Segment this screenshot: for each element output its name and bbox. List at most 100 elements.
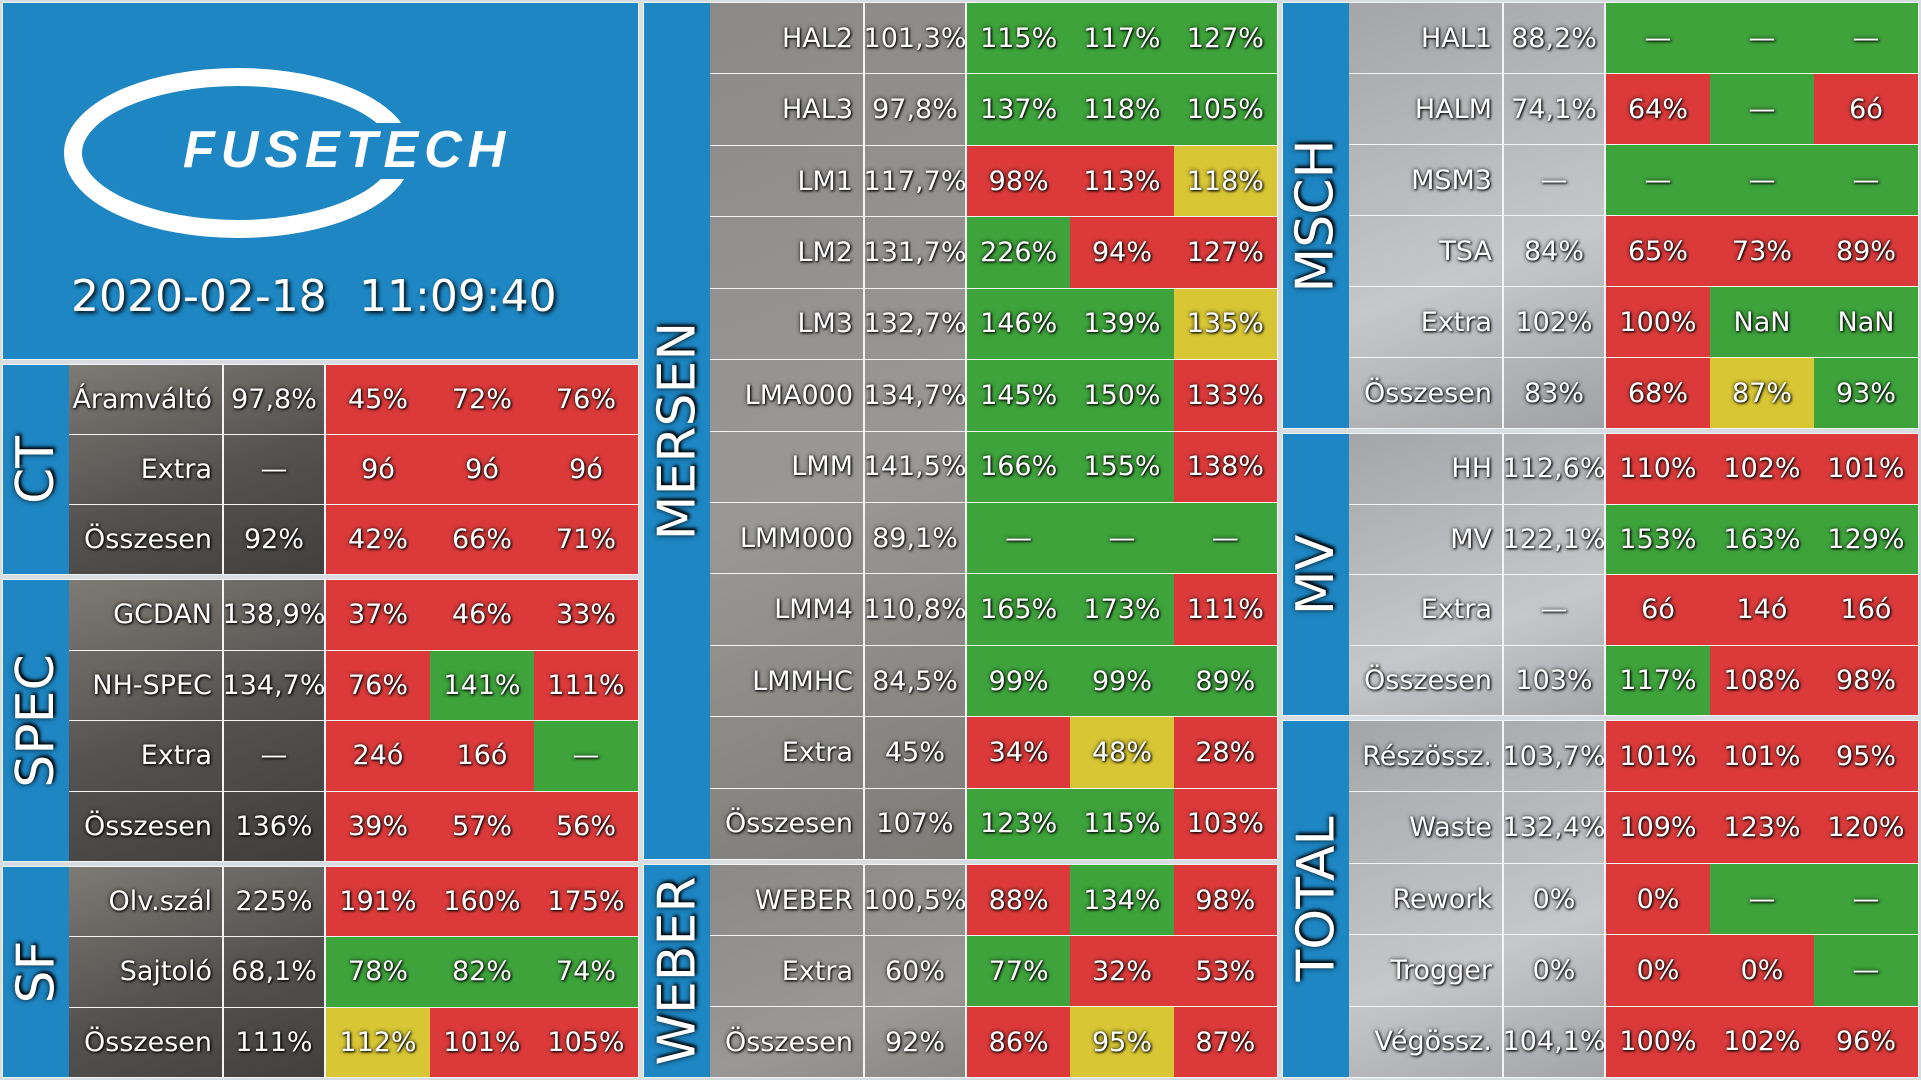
table-row: HAL2 101,3% 115% 117% 127% <box>710 3 1277 75</box>
row-name: Részössz. <box>1349 721 1504 792</box>
status-cell: 191% <box>326 867 430 937</box>
section-label-ct: CT <box>3 365 69 574</box>
status-cell: 115% <box>967 3 1071 74</box>
status-cell: 89% <box>1814 216 1918 286</box>
status-cell: 127% <box>1173 3 1277 74</box>
status-cell: 118% <box>1070 74 1174 145</box>
row-name: Összesen <box>69 505 224 574</box>
status-cell: 105% <box>1173 74 1277 145</box>
section-label-mersen: MERSEN <box>644 3 710 859</box>
status-cell: — <box>1710 863 1814 935</box>
row-name: Összesen <box>710 788 865 860</box>
status-cell: 153% <box>1606 504 1710 574</box>
status-cell: 141% <box>430 650 534 720</box>
row-base-value: 112,6% <box>1504 434 1606 504</box>
status-cell: 99% <box>1070 645 1174 717</box>
section-rows: Olv.szál 225% 191% 160% 175% Sajtoló 68,1% 78% 8… <box>69 867 638 1077</box>
row-base-value: 101,3% <box>865 3 967 74</box>
row-name: MV <box>1349 504 1504 574</box>
row-name: HAL1 <box>1349 3 1504 73</box>
date-display: 2020-02-18 <box>71 271 327 322</box>
table-row: Waste 132,4% 109% 123% 120% <box>1349 792 1918 864</box>
status-cell: 0% <box>1710 935 1814 1006</box>
row-base-value: 89,1% <box>865 502 967 574</box>
status-cell: 57% <box>430 791 534 861</box>
status-cell: 98% <box>967 145 1071 217</box>
row-base-value: 104,1% <box>1504 1006 1606 1078</box>
table-row: LM1 117,7% 98% 113% 118% <box>710 145 1277 218</box>
row-base-value: — <box>1504 575 1606 645</box>
row-base-value: 110,8% <box>865 574 967 645</box>
section-rows: Áramváltó 97,8% 45% 72% 76% Extra —9ó 9ó 9ó Össze… <box>69 365 638 574</box>
section-rows: HAL2 101,3% 115% 117% 127% HAL3 97,8% 137% 118% 1… <box>710 3 1277 860</box>
row-base-value: 88,2% <box>1504 3 1606 73</box>
row-name: Összesen <box>710 1007 865 1077</box>
status-cell: 101% <box>430 1007 534 1077</box>
table-row: Összesen 107% 123% 115% 103% <box>710 788 1277 860</box>
status-cell: 146% <box>967 288 1071 360</box>
status-cell: — <box>1606 145 1710 215</box>
row-name: LMM <box>710 431 865 502</box>
row-base-value: 84% <box>1504 216 1606 286</box>
status-cell: 113% <box>1070 145 1174 217</box>
status-cell: 98% <box>1173 865 1277 935</box>
table-row: Olv.szál 225% 191% 160% 175% <box>69 867 638 938</box>
row-base-value: 138,9% <box>224 580 326 650</box>
status-cell: 76% <box>326 650 430 720</box>
status-cell: — <box>1814 3 1918 73</box>
status-cell: 102% <box>1710 434 1814 504</box>
status-cell: — <box>1606 3 1710 73</box>
section-spec: SPEC GCDAN 138,9% 37% 46% 33% NH-SPEC 134,7% 76%… <box>2 579 639 862</box>
section-title: MV <box>1286 534 1346 615</box>
section-rows: HAL1 88,2% — — — HALM 74,1% 64% —6ó MSM3— — — — TSA 84… <box>1349 3 1918 428</box>
table-row: HAL1 88,2% — — — <box>1349 3 1918 74</box>
status-cell: 76% <box>534 365 638 434</box>
status-cell: 100% <box>1606 287 1710 357</box>
status-cell: 72% <box>430 365 534 434</box>
table-row: Összesen 103% 117% 108% 98% <box>1349 645 1918 715</box>
table-row: LMA000 134,7% 145% 150% 133% <box>710 360 1277 432</box>
section-label-msch: MSCH <box>1283 3 1349 428</box>
row-name: Extra <box>69 721 224 791</box>
status-cell: 133% <box>1173 360 1277 431</box>
row-base-value: 141,5% <box>865 431 967 502</box>
status-cell: 86% <box>967 1007 1071 1077</box>
table-row: Összesen 136% 39% 57% 56% <box>69 791 638 861</box>
row-name: Olv.szál <box>69 867 224 937</box>
status-cell: — <box>1710 3 1814 73</box>
row-base-value: 134,7% <box>224 650 326 720</box>
row-name: Sajtoló <box>69 937 224 1007</box>
brand-name: FUSETECH <box>183 121 511 179</box>
status-cell: — <box>1814 935 1918 1006</box>
status-cell: 42% <box>326 505 430 574</box>
row-base-value: 92% <box>865 1007 967 1077</box>
status-cell: 175% <box>534 867 638 937</box>
status-cell: 120% <box>1814 792 1918 863</box>
row-name: HH <box>1349 434 1504 504</box>
status-cell: 68% <box>1606 358 1710 428</box>
row-base-value: 45% <box>865 717 967 788</box>
row-base-value: 68,1% <box>224 937 326 1007</box>
row-name: LMA000 <box>710 360 865 431</box>
row-name: Végössz. <box>1349 1006 1504 1078</box>
row-base-value: 97,8% <box>865 74 967 145</box>
status-cell: 166% <box>967 431 1071 502</box>
status-cell: 77% <box>967 936 1071 1006</box>
status-cell: 73% <box>1710 216 1814 286</box>
table-row: MSM3— — — — <box>1349 145 1918 216</box>
status-cell: 101% <box>1710 721 1814 792</box>
row-name: HALM <box>1349 74 1504 144</box>
table-row: Sajtoló 68,1% 78% 82% 74% <box>69 937 638 1008</box>
section-mv: MV HH 112,6% 110% 102% 101% MV 122,1% 153% 163% 12… <box>1282 433 1919 716</box>
row-base-value: 92% <box>224 505 326 574</box>
row-name: WEBER <box>710 865 865 935</box>
row-name: Összesen <box>1349 358 1504 428</box>
status-cell: 95% <box>1814 721 1918 792</box>
row-name: Rework <box>1349 863 1504 935</box>
status-cell: 9ó <box>534 435 638 504</box>
row-name: TSA <box>1349 216 1504 286</box>
table-row: Áramváltó 97,8% 45% 72% 76% <box>69 365 638 435</box>
section-rows: GCDAN 138,9% 37% 46% 33% NH-SPEC 134,7% 76% 141%… <box>69 580 638 861</box>
table-row: GCDAN 138,9% 37% 46% 33% <box>69 580 638 651</box>
table-row: Összesen 92% 86% 95% 87% <box>710 1007 1277 1077</box>
